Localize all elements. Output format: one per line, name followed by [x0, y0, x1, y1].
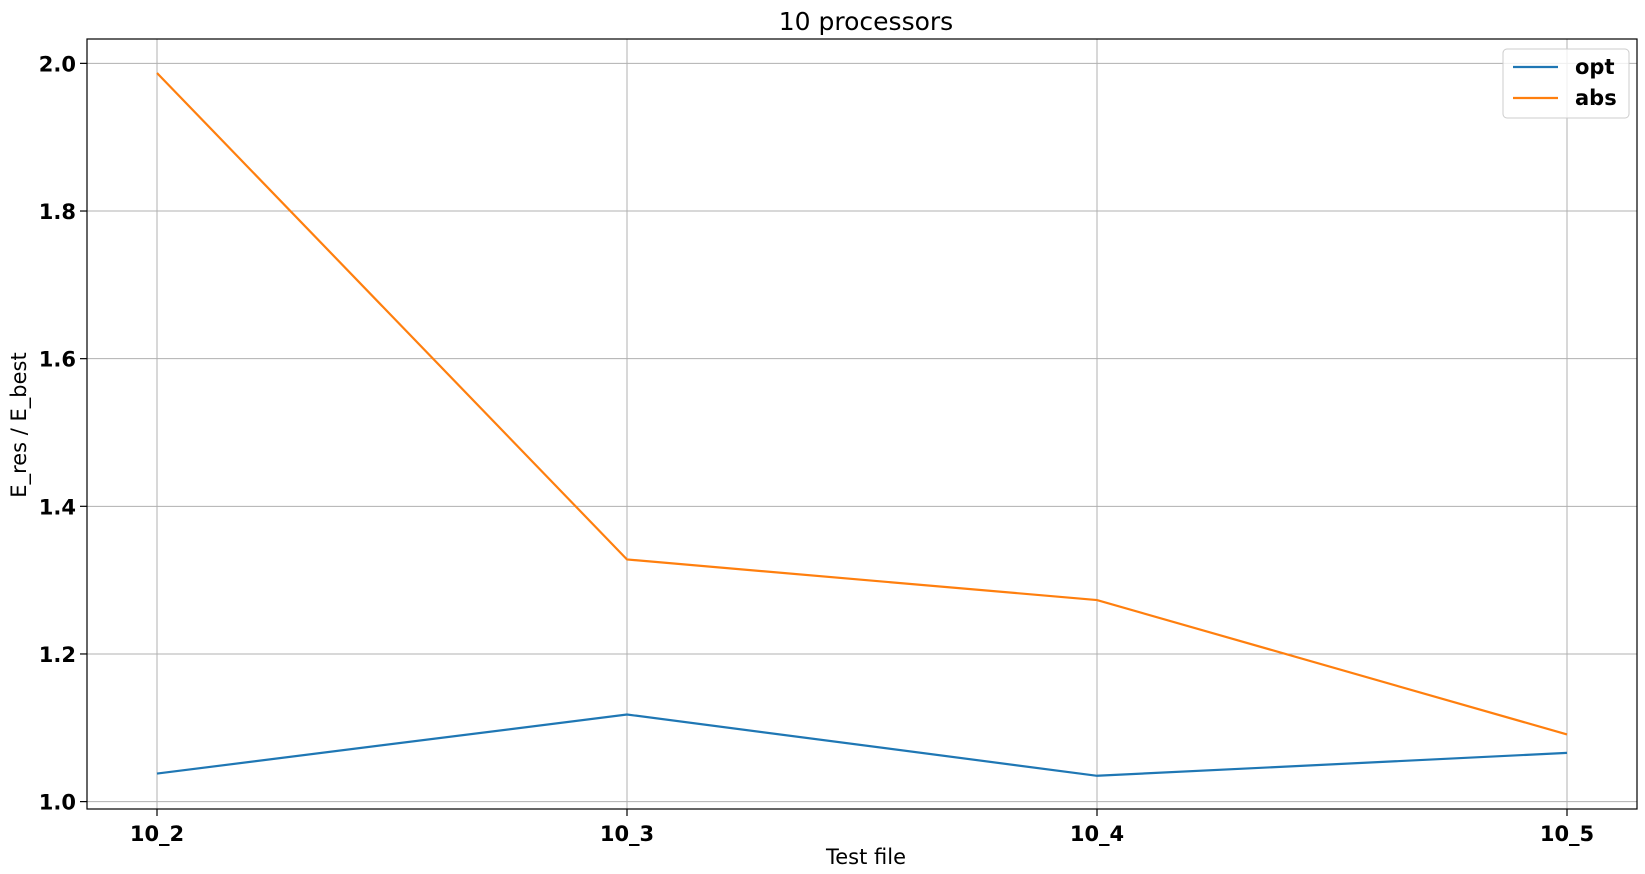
y-axis-label: E_res / E_best: [7, 352, 32, 497]
axis-ticks: 10_2 10_3 10_4 10_5 1.0 1.2 1.4 1.6 1.8 2.0: [39, 52, 1594, 846]
y-tick-label: 1.6: [39, 348, 76, 372]
y-tick-label: 1.8: [39, 200, 76, 224]
y-tick-label: 1.0: [39, 791, 76, 815]
series-line-abs: [156, 72, 1568, 736]
x-axis-label: Test file: [825, 845, 906, 869]
x-tick-label: 10_5: [1540, 822, 1594, 846]
series-line-opt: [156, 713, 1568, 777]
legend-label-abs: abs: [1575, 86, 1617, 110]
chart-title: 10 processors: [779, 7, 953, 36]
legend-label-opt: opt: [1575, 55, 1615, 79]
grid-lines: [87, 39, 1637, 809]
plot-frame: [86, 38, 1638, 810]
x-tick-label: 10_2: [130, 822, 184, 846]
x-tick-label: 10_3: [600, 822, 654, 846]
y-tick-label: 1.4: [39, 495, 76, 519]
y-tick-label: 2.0: [39, 52, 76, 76]
legend: opt abs: [1502, 48, 1630, 119]
x-tick-label: 10_4: [1070, 822, 1124, 846]
y-tick-label: 1.2: [39, 643, 76, 667]
series-lines: [156, 72, 1568, 777]
